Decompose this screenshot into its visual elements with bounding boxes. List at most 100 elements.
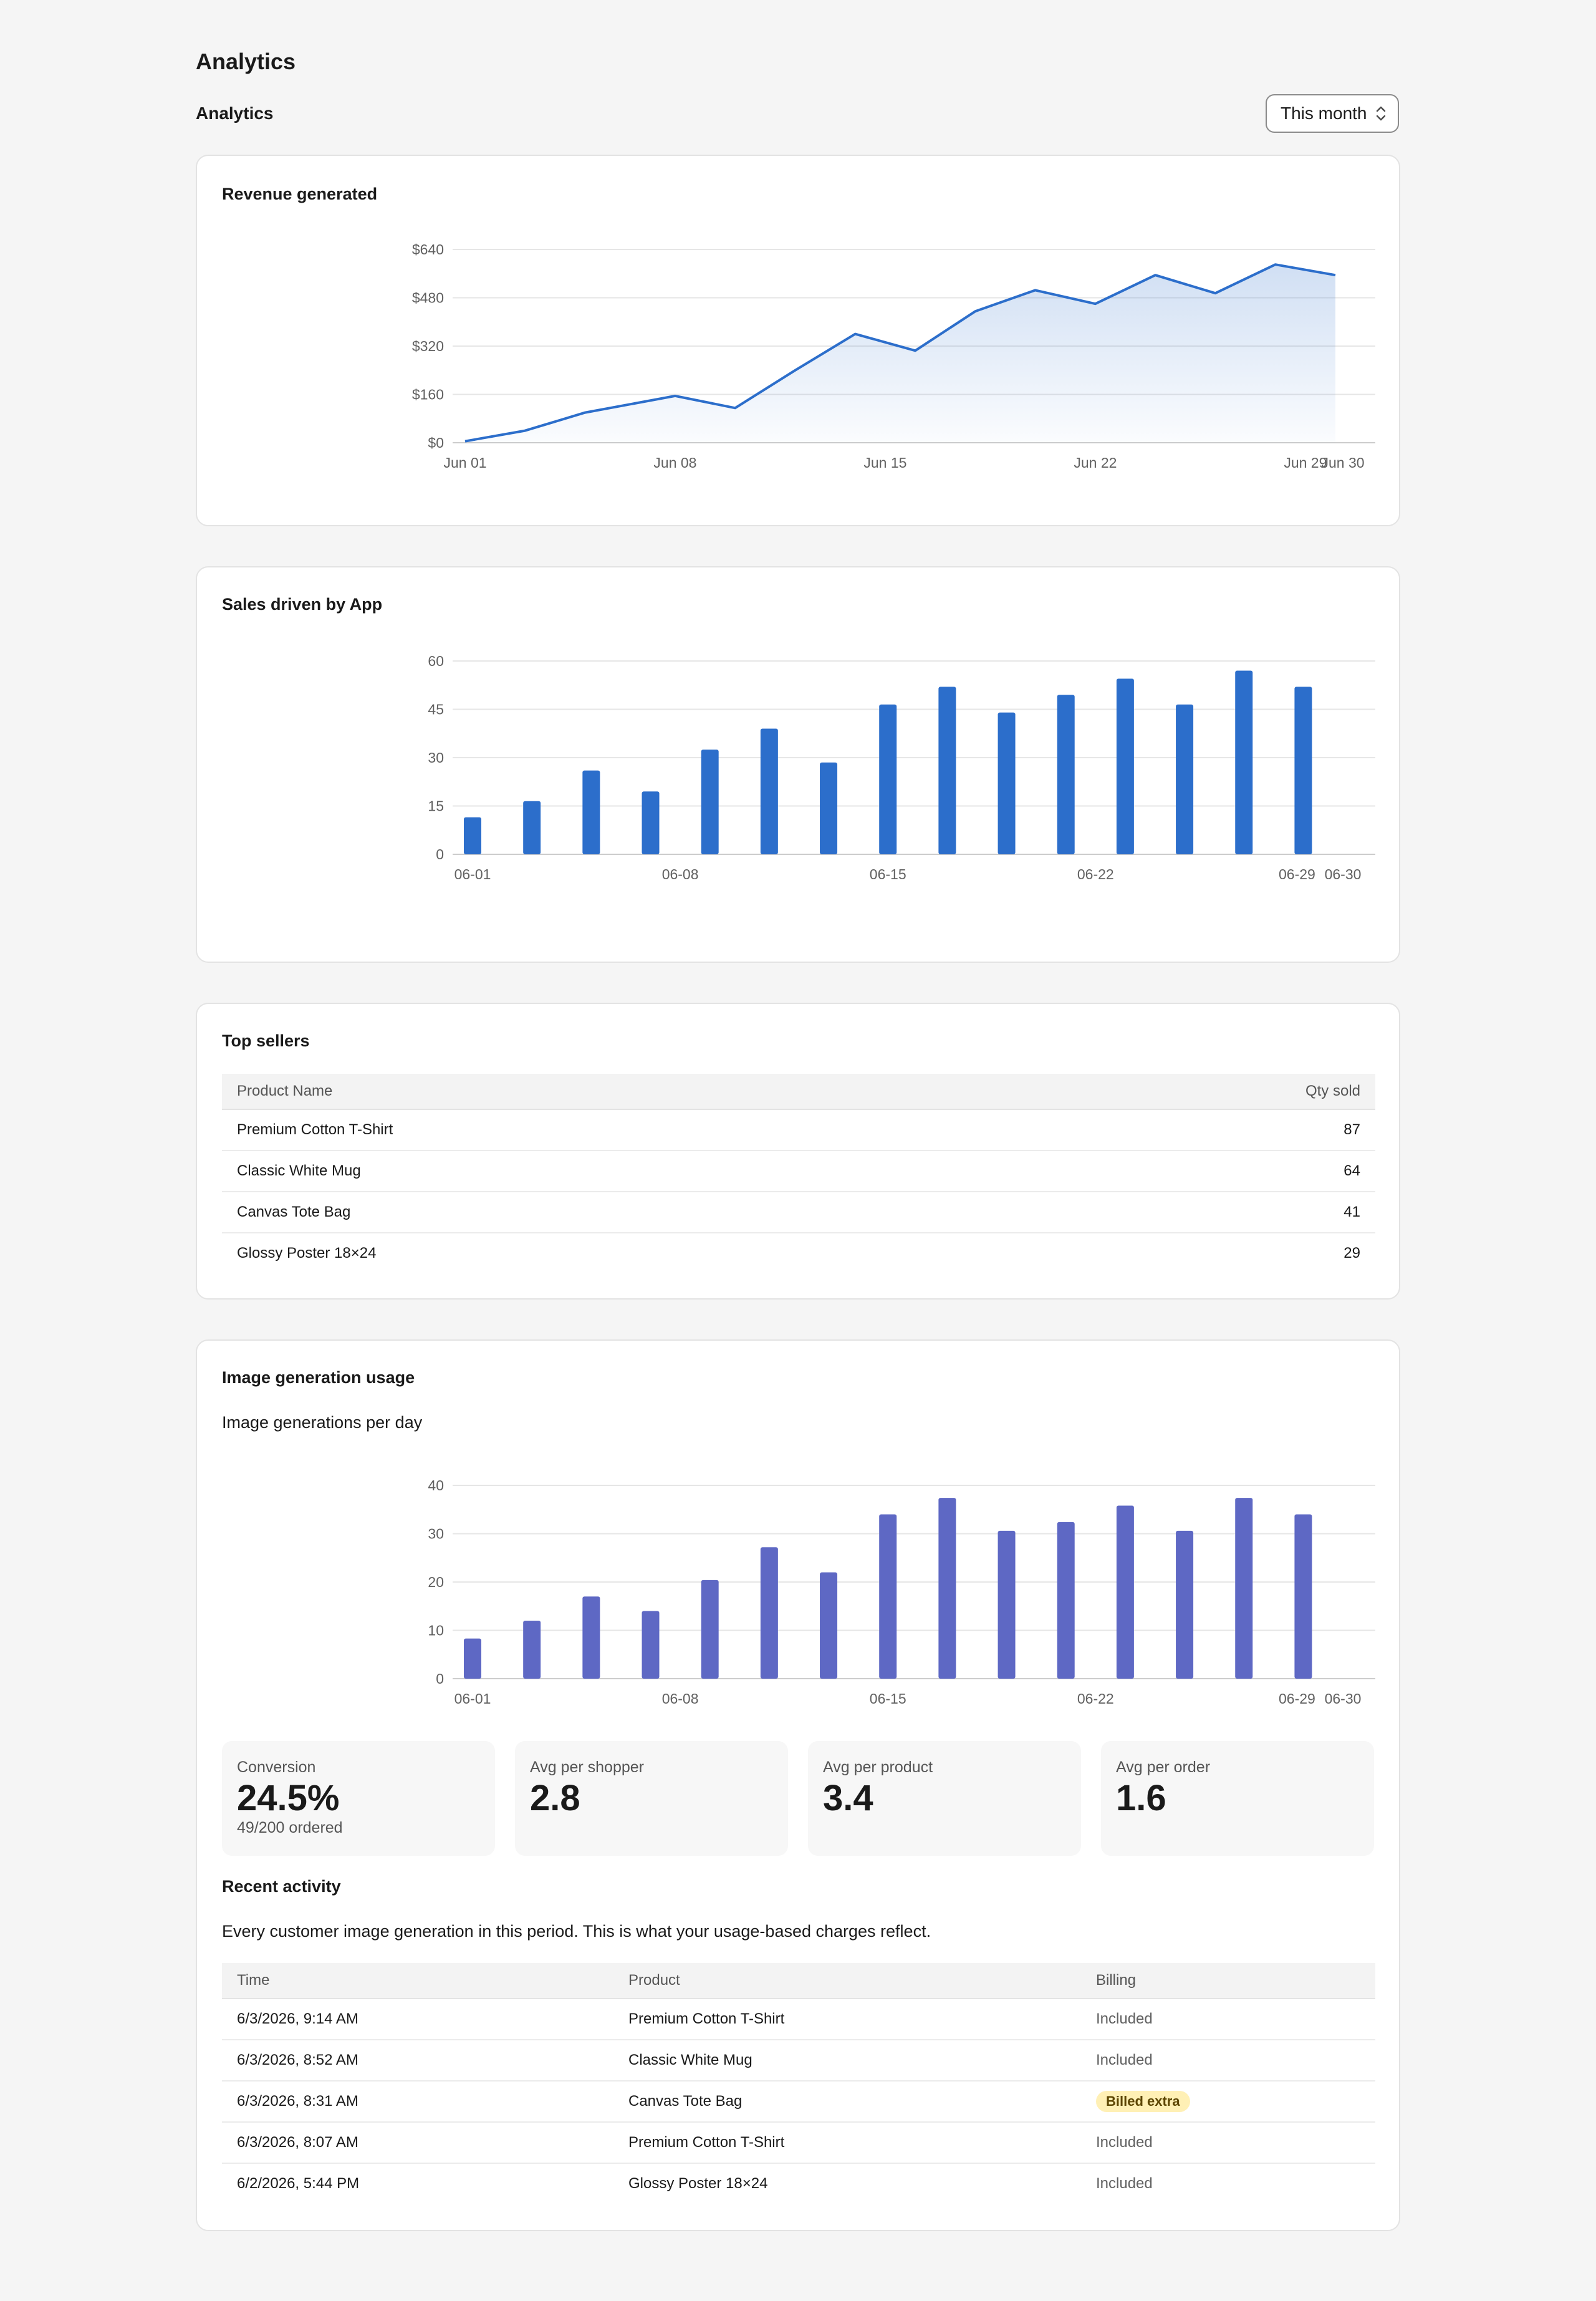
sales-bar: [1235, 670, 1253, 854]
stat-conversion: Conversion 24.5% 49/200 ordered: [222, 1741, 495, 1856]
table-row: Canvas Tote Bag 41: [222, 1192, 1375, 1233]
x-tick-label: 06-15: [870, 1691, 906, 1707]
billing-status-cell: Billed extra: [1081, 2081, 1375, 2123]
sales-bar: [998, 712, 1016, 854]
page-title: Analytics: [196, 49, 296, 74]
x-tick-label: Jun 22: [1074, 455, 1117, 471]
qty-sold: 87: [1014, 1109, 1375, 1151]
image-generation-bar: [1116, 1505, 1134, 1679]
activity-time: 6/3/2026, 8:52 AM: [222, 2040, 613, 2082]
stat-label: Avg per shopper: [530, 1758, 644, 1776]
sales-bar: [938, 687, 956, 854]
sales-bar: [523, 801, 541, 854]
billing-status: Included: [1081, 2040, 1375, 2082]
table-row: Classic White Mug 64: [222, 1150, 1375, 1192]
activity-product: Canvas Tote Bag: [613, 2081, 1081, 2123]
top-sellers-card: Top sellers Product Name Qty sold Premiu…: [196, 1003, 1400, 1300]
qty-sold: 64: [1014, 1150, 1375, 1192]
stat-sub: 49/200 ordered: [237, 1819, 343, 1836]
sales-card: Sales driven by App 0 15 30 45 60 06-01 06-08 0…: [196, 566, 1400, 963]
x-tick-label: 06-15: [870, 866, 906, 882]
table-row: Premium Cotton T-Shirt 87: [222, 1109, 1375, 1151]
y-tick-label: 20: [428, 1574, 444, 1590]
activity-product: Premium Cotton T-Shirt: [613, 1999, 1081, 2040]
column-header-product[interactable]: Product: [613, 1963, 1081, 1999]
x-tick-label: 06-29: [1279, 1691, 1315, 1707]
column-header-time[interactable]: Time: [222, 1963, 613, 1999]
revenue-card-title: Revenue generated: [222, 185, 378, 203]
table-header-row: Time Product Billing: [222, 1963, 1375, 1999]
sales-bar: [820, 762, 838, 854]
qty-sold: 41: [1014, 1192, 1375, 1233]
image-generation-bar: [1294, 1514, 1312, 1679]
billing-status: Included: [1081, 2122, 1375, 2164]
sales-bar: [1057, 695, 1075, 854]
image-generation-bar: [1235, 1498, 1253, 1679]
x-tick-label: 06-22: [1077, 866, 1114, 882]
stat-avg-per-shopper: Avg per shopper 2.8: [515, 1741, 788, 1856]
y-tick-label: 0: [436, 846, 444, 862]
sales-bar: [642, 791, 660, 854]
y-tick-label: $0: [428, 435, 444, 451]
stat-label: Conversion: [237, 1758, 316, 1776]
recent-activity-table: Time Product Billing 6/3/2026, 9:14 AM P…: [222, 1963, 1375, 2204]
image-generation-bar: [1176, 1530, 1194, 1679]
column-header-qty[interactable]: Qty sold: [1014, 1074, 1375, 1110]
image-generation-bar: [938, 1498, 956, 1679]
y-tick-label: 10: [428, 1623, 444, 1639]
qty-sold: 29: [1344, 1245, 1360, 1261]
y-tick-label: $640: [412, 241, 444, 258]
activity-product: Premium Cotton T-Shirt: [613, 2122, 1081, 2164]
y-tick-label: 60: [428, 653, 444, 669]
image-generation-bar: [820, 1572, 838, 1679]
x-tick-label: 06-08: [662, 866, 699, 882]
x-tick-label: 06-01: [454, 866, 491, 882]
stat-value: 2.8: [530, 1778, 580, 1818]
x-tick-label: Jun 08: [653, 455, 696, 471]
sales-bar: [1116, 678, 1134, 854]
billing-status: Included: [1096, 2175, 1153, 2192]
table-row: 6/3/2026, 8:07 AM Premium Cotton T-Shirt…: [222, 2122, 1375, 2164]
x-tick-label: Jun 29: [1284, 455, 1327, 471]
column-header-billing[interactable]: Billing: [1081, 1963, 1375, 1999]
image-generation-bar: [998, 1530, 1016, 1679]
billing-status: Included: [1081, 1999, 1375, 2040]
table-row: 6/3/2026, 8:31 AM Canvas Tote Bag Billed…: [222, 2081, 1375, 2123]
x-tick-label: Jun 30: [1321, 455, 1364, 471]
stat-label: Avg per order: [1116, 1758, 1211, 1776]
product-name: Glossy Poster 18×24: [237, 1245, 377, 1261]
activity-time: 6/2/2026, 5:44 PM: [237, 2175, 360, 2192]
section-title: Analytics: [196, 104, 274, 123]
activity-product: Classic White Mug: [613, 2040, 1081, 2082]
y-tick-label: 40: [428, 1477, 444, 1493]
column-header-product[interactable]: Product Name: [222, 1074, 1014, 1110]
top-sellers-title: Top sellers: [222, 1031, 310, 1050]
stat-value: 1.6: [1116, 1778, 1166, 1818]
period-select[interactable]: This month: [1266, 94, 1399, 133]
activity-time: 6/3/2026, 8:07 AM: [222, 2122, 613, 2164]
sales-bar: [760, 728, 778, 854]
y-tick-label: 15: [428, 798, 444, 814]
recent-activity-description: Every customer image generation in this …: [222, 1922, 931, 1941]
sales-bar: [582, 770, 600, 854]
sales-bar: [464, 817, 481, 854]
period-select-value: This month: [1281, 104, 1367, 123]
image-usage-title: Image generation usage: [222, 1368, 415, 1387]
x-tick-label: Jun 15: [863, 455, 906, 471]
image-generation-bar: [1057, 1522, 1075, 1679]
image-usage-card: Image generation usage Image generations…: [196, 1339, 1400, 2231]
product-name: Classic White Mug: [222, 1150, 1014, 1192]
product-name: Premium Cotton T-Shirt: [222, 1109, 1014, 1151]
table-row: 6/3/2026, 9:14 AM Premium Cotton T-Shirt…: [222, 1999, 1375, 2040]
billed-extra-badge: Billed extra: [1096, 2091, 1190, 2112]
y-tick-label: $320: [412, 338, 444, 354]
x-tick-label: 06-30: [1325, 866, 1362, 882]
x-tick-label: 06-30: [1325, 1691, 1362, 1707]
table-row: 6/3/2026, 8:52 AM Classic White Mug Incl…: [222, 2040, 1375, 2082]
y-tick-label: 30: [428, 750, 444, 766]
y-tick-label: $160: [412, 387, 444, 403]
sales-chart: 0 15 30 45 60 06-01 06-08 06-15 06-22 06-29 06-30: [428, 653, 1375, 882]
y-tick-label: $480: [412, 290, 444, 306]
image-generations-chart: 0 10 20 30 40 06-01 06-08 06-15 06-22 06-29 06-30: [428, 1477, 1375, 1707]
